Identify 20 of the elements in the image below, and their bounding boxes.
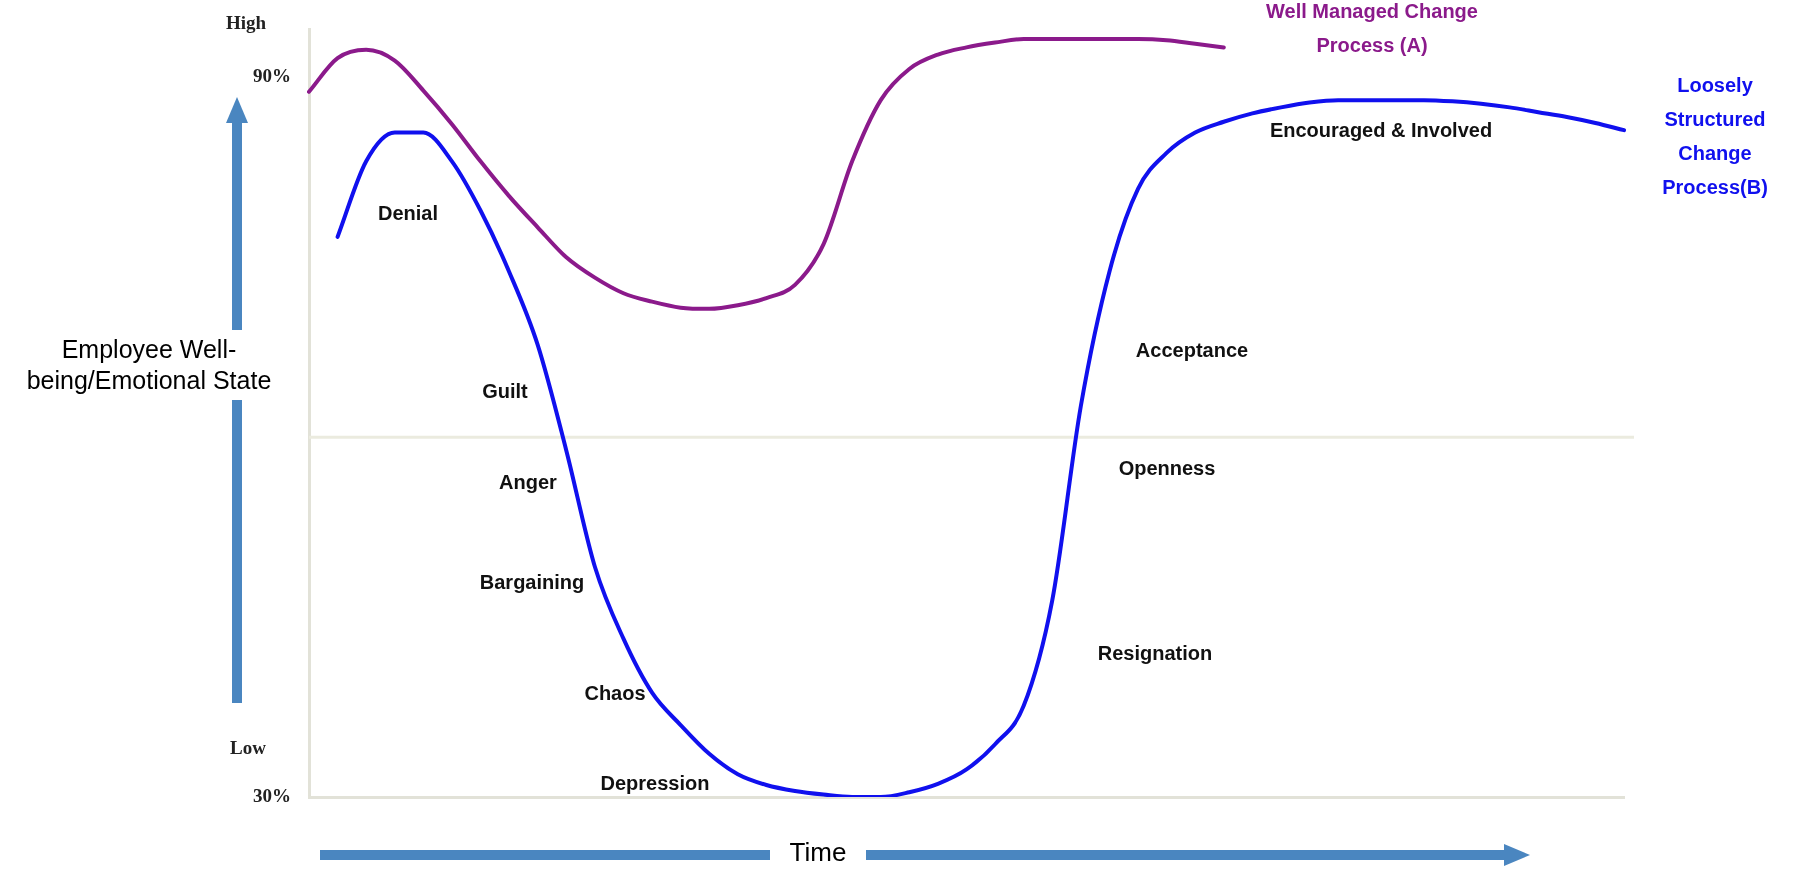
- annotation: Chaos: [584, 681, 646, 704]
- annotation: Anger: [499, 470, 558, 493]
- series-label: Loosely Structured Change Process(B): [1662, 73, 1768, 198]
- text: Low: [230, 736, 267, 758]
- annotation: Openness: [1118, 456, 1216, 479]
- annotation: Depression: [600, 771, 710, 794]
- annotation: Denial: [377, 201, 439, 224]
- annotation: Acceptance: [1135, 338, 1249, 361]
- annotation: Encouraged & Involved: [1269, 118, 1493, 141]
- annotation: Guilt: [482, 379, 529, 402]
- text: High: [225, 11, 267, 33]
- annotation: Resignation: [1097, 641, 1213, 664]
- x-axis-title: Time: [770, 837, 866, 868]
- y-tick-label: 90%: [253, 65, 291, 87]
- line-series: [335, 98, 1626, 797]
- line-series: [307, 36, 1226, 311]
- y-tick-label: 30%: [253, 784, 291, 806]
- annotation: Bargaining: [479, 570, 585, 593]
- y-axis-title: Employee Well-being/Emotional State: [4, 330, 294, 400]
- text: Well Managed Change Process (A): [1266, 0, 1478, 56]
